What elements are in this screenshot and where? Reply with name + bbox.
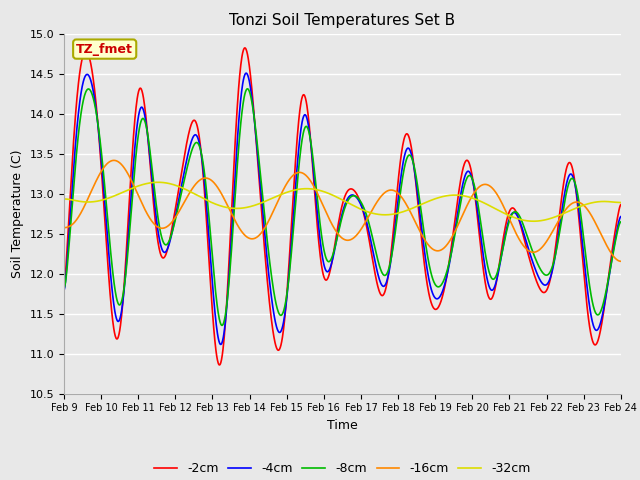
-2cm: [103, 251, 111, 256]
-4cm: [126, 214, 134, 219]
-8cm: [103, 210, 111, 216]
-4cm: [319, 255, 326, 261]
-8cm: [244, 86, 252, 92]
-16cm: [110, 157, 118, 163]
-16cm: [60, 225, 68, 230]
-4cm: [217, 342, 225, 348]
-32cm: [103, 196, 111, 202]
-16cm: [617, 258, 625, 264]
-32cm: [308, 186, 316, 192]
-16cm: [378, 193, 385, 199]
Title: Tonzi Soil Temperatures Set B: Tonzi Soil Temperatures Set B: [229, 13, 456, 28]
-16cm: [297, 169, 305, 175]
-32cm: [318, 188, 326, 194]
-8cm: [308, 152, 316, 157]
-8cm: [126, 227, 134, 232]
-32cm: [297, 186, 305, 192]
-32cm: [378, 212, 385, 217]
-32cm: [60, 196, 68, 202]
Line: -2cm: -2cm: [64, 48, 621, 365]
-8cm: [319, 239, 326, 245]
-32cm: [617, 200, 625, 205]
-16cm: [103, 161, 111, 167]
Line: -16cm: -16cm: [64, 160, 621, 261]
-4cm: [308, 157, 316, 163]
Text: TZ_fmet: TZ_fmet: [76, 43, 133, 56]
-4cm: [103, 229, 111, 235]
-2cm: [126, 191, 134, 197]
-2cm: [297, 100, 305, 106]
-8cm: [218, 323, 226, 328]
Line: -8cm: -8cm: [64, 89, 621, 325]
-4cm: [297, 126, 305, 132]
-2cm: [617, 202, 625, 207]
-2cm: [60, 285, 68, 290]
-4cm: [378, 282, 385, 288]
-8cm: [378, 269, 385, 275]
-32cm: [154, 180, 162, 185]
-32cm: [530, 218, 538, 224]
-16cm: [318, 201, 326, 206]
-4cm: [617, 214, 625, 219]
-8cm: [60, 285, 68, 291]
-2cm: [241, 45, 249, 51]
Legend: -2cm, -4cm, -8cm, -16cm, -32cm: -2cm, -4cm, -8cm, -16cm, -32cm: [150, 457, 535, 480]
Y-axis label: Soil Temperature (C): Soil Temperature (C): [11, 149, 24, 278]
Line: -4cm: -4cm: [64, 73, 621, 345]
-4cm: [60, 287, 68, 293]
-8cm: [617, 219, 625, 225]
-16cm: [308, 180, 316, 186]
Line: -32cm: -32cm: [64, 182, 621, 221]
-2cm: [319, 268, 326, 274]
-2cm: [308, 161, 316, 167]
-2cm: [216, 362, 223, 368]
-16cm: [126, 175, 134, 181]
-8cm: [297, 144, 305, 150]
X-axis label: Time: Time: [327, 419, 358, 432]
-2cm: [378, 292, 385, 298]
-4cm: [242, 70, 250, 76]
-32cm: [126, 186, 134, 192]
